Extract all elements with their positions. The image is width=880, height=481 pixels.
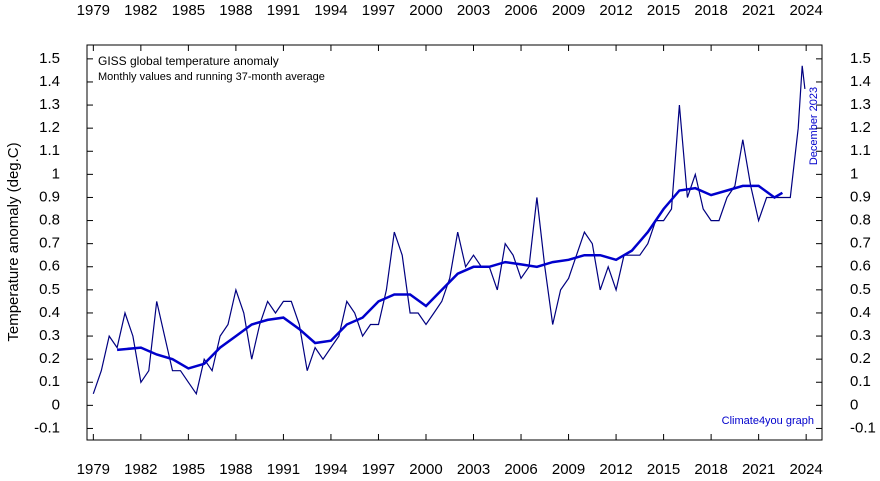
y-tick-label: 1.2: [850, 119, 871, 136]
x-tick-label: 1991: [267, 2, 300, 19]
y-tick-label: 0.1: [850, 373, 871, 390]
x-tick-label: 1979: [77, 461, 110, 478]
chart-title: GISS global temperature anomaly: [98, 54, 279, 68]
x-tick-label: 2024: [789, 2, 822, 19]
plot-frame: [86, 44, 823, 441]
y-tick-label: 0.3: [850, 327, 871, 344]
x-tick-label: 1979: [77, 2, 110, 19]
y-tick-label: 1.4: [39, 73, 60, 90]
x-tick-label: 2021: [742, 2, 775, 19]
x-tick-label: 2006: [504, 2, 537, 19]
y-tick-label: 0.9: [39, 188, 60, 205]
x-tick-label: 1994: [314, 461, 347, 478]
x-tick-label: 1982: [124, 2, 157, 19]
x-tick-label: 2009: [552, 461, 585, 478]
y-tick-label: 0.1: [39, 373, 60, 390]
x-tick-label: 1994: [314, 2, 347, 19]
y-tick-label: 0.4: [39, 304, 60, 321]
y-tick-label: 1.2: [39, 119, 60, 136]
y-tick-label: 0.3: [39, 327, 60, 344]
y-tick-label: 0: [850, 396, 858, 413]
x-tick-label: 2012: [599, 461, 632, 478]
x-tick-label: 2003: [457, 461, 490, 478]
y-tick-label: 0.4: [850, 304, 871, 321]
annotation: Climate4you graph: [722, 415, 814, 427]
y-tick-label: 0.7: [850, 235, 871, 252]
x-tick-label: 1982: [124, 461, 157, 478]
series-line: [92, 65, 806, 396]
annotation: December 2023: [808, 87, 820, 165]
y-tick-label: 0.9: [850, 188, 871, 205]
x-tick-label: 1997: [362, 2, 395, 19]
x-tick-label: 2018: [694, 2, 727, 19]
y-tick-label: 1.5: [39, 50, 60, 67]
x-tick-label: 2018: [694, 461, 727, 478]
y-tick-label: 0.2: [850, 350, 871, 367]
y-tick-label: 1.3: [850, 96, 871, 113]
x-tick-label: 1988: [219, 2, 252, 19]
y-tick-label: 0.5: [850, 281, 871, 298]
x-tick-label: 2009: [552, 2, 585, 19]
y-tick-label: 0.5: [39, 281, 60, 298]
y-tick-label: 0.2: [39, 350, 60, 367]
y-tick-label: 1: [850, 165, 858, 182]
y-tick-label: 0.7: [39, 235, 60, 252]
y-tick-label: 0.8: [850, 212, 871, 229]
y-tick-label: 0.8: [39, 212, 60, 229]
x-tick-label: 2003: [457, 2, 490, 19]
x-tick-label: 1985: [172, 2, 205, 19]
y-tick-label: 1.5: [850, 50, 871, 67]
y-tick-label: 1.1: [39, 142, 60, 159]
x-tick-label: 1997: [362, 461, 395, 478]
series-line: [116, 184, 784, 370]
x-tick-label: 2024: [789, 461, 822, 478]
y-tick-label: -0.1: [850, 419, 876, 436]
y-tick-label: 1.4: [850, 73, 871, 90]
chart-subtitle: Monthly values and running 37-month aver…: [98, 71, 325, 83]
x-tick-label: 1988: [219, 461, 252, 478]
x-tick-label: 2021: [742, 461, 775, 478]
y-axis-label: Temperature anomaly (deg.C): [5, 142, 22, 341]
x-tick-label: 2000: [409, 2, 442, 19]
y-tick-label: 0: [52, 396, 60, 413]
x-tick-label: 2012: [599, 2, 632, 19]
x-tick-label: 1991: [267, 461, 300, 478]
x-tick-label: 2006: [504, 461, 537, 478]
x-tick-label: 1985: [172, 461, 205, 478]
x-tick-label: 2000: [409, 461, 442, 478]
x-tick-label: 2015: [647, 2, 680, 19]
x-tick-label: 2015: [647, 461, 680, 478]
y-tick-label: 1: [52, 165, 60, 182]
y-tick-label: 0.6: [39, 258, 60, 275]
y-tick-label: -0.1: [34, 419, 60, 436]
y-tick-label: 0.6: [850, 258, 871, 275]
y-tick-label: 1.3: [39, 96, 60, 113]
y-tick-label: 1.1: [850, 142, 871, 159]
